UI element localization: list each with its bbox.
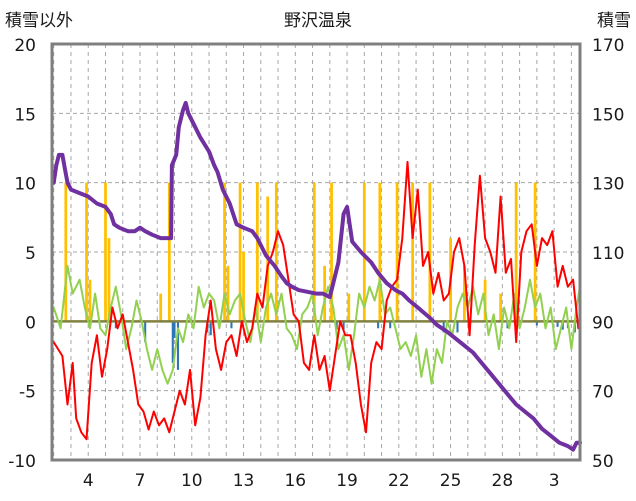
sunshine-bar: [226, 265, 230, 322]
sunshine-bar: [238, 182, 242, 322]
grid: [52, 44, 580, 460]
right-tick-label: 130: [592, 175, 624, 195]
sunshine-bar: [428, 182, 432, 322]
x-tick-label: 19: [336, 471, 358, 491]
x-tick-label: 13: [233, 471, 255, 491]
sunshine-bar: [330, 182, 333, 322]
left-tick-label: -10: [8, 452, 36, 472]
temp_min-series-line: [52, 264, 581, 385]
right-axis-ticks: 50 70 90 110 130 150 170: [592, 36, 624, 472]
precip-bar: [442, 321, 445, 333]
precip-bar: [456, 321, 459, 333]
sunshine-bar: [312, 182, 316, 322]
right-tick-label: 70: [592, 383, 614, 403]
precip-bar: [209, 321, 212, 336]
right-tick-label: 90: [592, 313, 614, 333]
precip-bar: [389, 321, 392, 329]
precip-bar: [377, 321, 380, 329]
left-tick-label: 10: [14, 175, 36, 195]
sunshine-bar: [499, 293, 503, 322]
x-tick-label: 3: [549, 471, 560, 491]
sunshine-bar: [107, 238, 111, 322]
sunshine-bar: [274, 182, 278, 322]
left-tick-label: 0: [25, 313, 36, 333]
x-tick-label: 7: [135, 471, 146, 491]
precip-bar: [176, 321, 179, 370]
left-axis-title: 積雪以外: [5, 11, 73, 31]
sunshine-bar: [223, 182, 226, 322]
precip-bar: [556, 321, 559, 327]
right-tick-label: 170: [592, 36, 624, 56]
sunshine-bar: [411, 182, 415, 322]
sunshine-bar: [395, 182, 399, 322]
x-tick-label: 4: [83, 471, 94, 491]
x-tick-label: 25: [440, 471, 462, 491]
right-tick-label: 50: [592, 452, 614, 472]
sunshine-bar: [255, 182, 259, 322]
x-tick-label: 22: [388, 471, 410, 491]
left-axis-ticks: -10 -5 0 5 10 15 20: [8, 36, 36, 472]
sunshine-bar: [463, 265, 466, 322]
left-tick-label: 15: [14, 105, 36, 125]
precip-bar: [230, 321, 233, 329]
x-axis-ticks: 4 7 10 13 16 19 22 25 28 3: [83, 471, 560, 491]
x-tick-label: 28: [492, 471, 514, 491]
right-tick-label: 110: [592, 244, 624, 264]
temp_max-series-line: [52, 160, 580, 441]
left-tick-label: 5: [25, 244, 36, 264]
left-tick-label: 20: [14, 36, 36, 56]
x-tick-label: 10: [181, 471, 203, 491]
sunshine-bar: [514, 182, 518, 322]
sunshine-bar: [242, 252, 245, 322]
left-tick-label: -5: [19, 383, 36, 403]
sunshine-bar: [362, 182, 366, 322]
x-tick-label: 16: [284, 471, 306, 491]
sunshine-bar: [378, 182, 382, 322]
precip-bar: [342, 321, 345, 330]
sunshine-bar: [167, 182, 171, 322]
sunshine-bar: [88, 279, 92, 322]
precip-bar: [561, 321, 564, 330]
sunshine-bar: [85, 182, 88, 322]
precip-bar: [535, 321, 538, 326]
sunshine-bar: [104, 182, 107, 322]
precip-bar: [171, 321, 174, 363]
chart-title: 野沢温泉: [284, 11, 352, 31]
precip-bar: [335, 321, 338, 330]
sunshine-bar: [64, 182, 68, 322]
right-tick-label: 150: [592, 105, 624, 125]
precip-bar: [144, 321, 147, 343]
plot-frame: [50, 42, 582, 462]
sunshine-bar: [159, 293, 163, 322]
right-axis-title: 積雪: [597, 11, 631, 31]
sunshine-bar: [347, 293, 351, 322]
series-layer: [51, 100, 582, 452]
precip-bar: [173, 321, 176, 338]
snow_depth-series-line: [51, 100, 582, 452]
